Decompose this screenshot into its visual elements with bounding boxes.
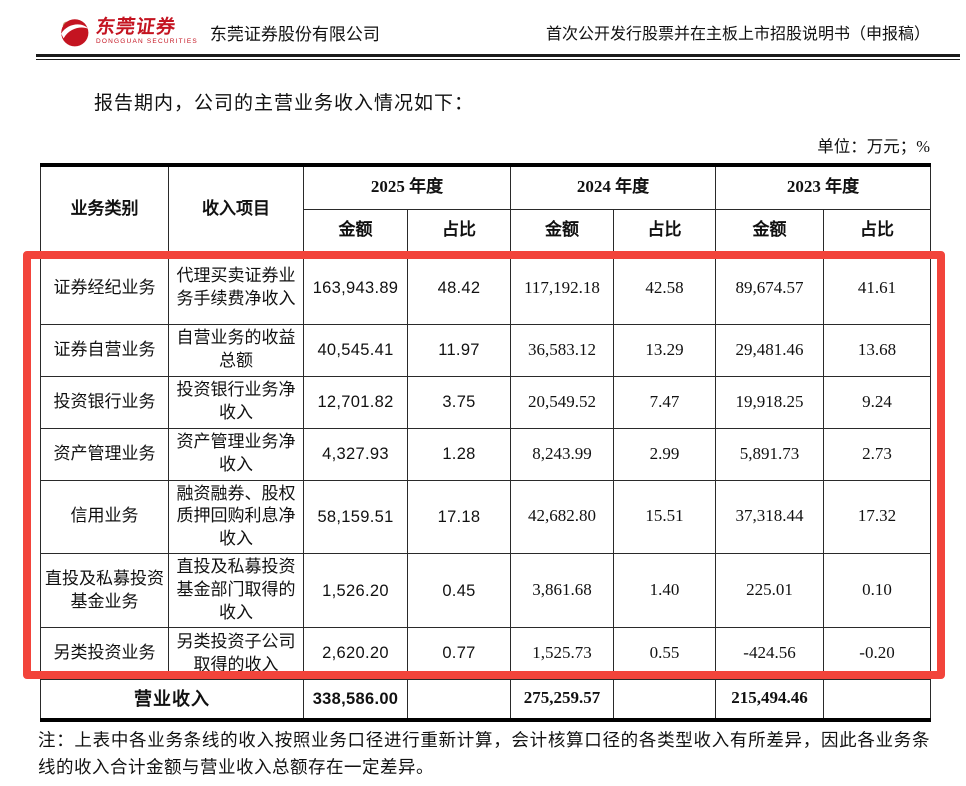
unit-note: 单位：万元；%	[817, 137, 930, 156]
cell-amount-2024: 117,192.18	[510, 251, 614, 325]
col-header-share-2025: 占比	[407, 208, 511, 253]
cell-share-2025: 11.97	[407, 323, 511, 377]
cell-amount-2025: 58,159.51	[303, 479, 408, 555]
company-name: 东莞证券股份有限公司	[209, 24, 380, 44]
total-label: 营业收入	[40, 679, 304, 721]
total-amount-2025: 338,586.00	[303, 679, 408, 721]
col-header-item: 收入项目	[168, 164, 304, 253]
cell-amount-2023: -424.56	[715, 627, 824, 681]
col-header-share-2024: 占比	[613, 208, 716, 253]
cell-amount-2025: 2,620.20	[303, 627, 408, 681]
cell-share-2025: 1.28	[407, 427, 511, 481]
table-row-investment-banking: 投资银行业务 投资银行业务净收入 12,701.82 3.75 20,549.5…	[40, 375, 931, 429]
cell-item: 自营业务的收益总额	[168, 323, 304, 377]
cell-share-2023: 13.68	[823, 323, 931, 377]
table-row-alternative-investment: 另类投资业务 另类投资子公司取得的收入 2,620.20 0.77 1,525.…	[40, 627, 931, 681]
cell-share-2025: 0.77	[407, 627, 511, 681]
company-logo: 东莞证券 DONGGUAN SECURITIES	[58, 16, 198, 48]
cell-share-2025: 17.18	[407, 479, 511, 555]
total-share-2023-empty	[823, 679, 931, 721]
cell-share-2024: 15.51	[613, 479, 716, 555]
cell-amount-2023: 37,318.44	[715, 479, 824, 555]
cell-category: 资产管理业务	[40, 427, 169, 481]
cell-amount-2024: 20,549.52	[510, 375, 614, 429]
cell-share-2023: 0.10	[823, 553, 931, 629]
cell-amount-2023: 225.01	[715, 553, 824, 629]
cell-item: 融资融券、股权质押回购利息净收入	[168, 479, 304, 555]
year-header-2023: 2023 年度	[715, 164, 931, 210]
total-share-2025-empty	[407, 679, 511, 721]
table-row-asset-management: 资产管理业务 资产管理业务净收入 4,327.93 1.28 8,243.99 …	[40, 427, 931, 481]
logo-icon	[61, 19, 89, 47]
cell-share-2024: 42.58	[613, 251, 716, 325]
table-row-proprietary: 证券自营业务 自营业务的收益总额 40,545.41 11.97 36,583.…	[40, 323, 931, 377]
cell-share-2023: 9.24	[823, 375, 931, 429]
cell-category: 信用业务	[40, 479, 169, 555]
total-amount-2024: 275,259.57	[510, 679, 614, 721]
document-title: 首次公开发行股票并在主板上市招股说明书（申报稿）	[545, 26, 930, 43]
table-row-total-revenue: 营业收入 338,586.00 275,259.57 215,494.46	[40, 679, 931, 721]
cell-amount-2023: 19,918.25	[715, 375, 824, 429]
cell-item: 代理买卖证券业务手续费净收入	[168, 251, 304, 325]
cell-item: 直投及私募投资基金部门取得的收入	[168, 553, 304, 629]
table-row-credit: 信用业务 融资融券、股权质押回购利息净收入 58,159.51 17.18 42…	[40, 479, 931, 555]
total-share-2024-empty	[613, 679, 716, 721]
intro-text: 报告期内，公司的主营业务收入情况如下：	[94, 93, 475, 114]
cell-share-2024: 2.99	[613, 427, 716, 481]
cell-share-2023: 17.32	[823, 479, 931, 555]
col-header-amount-2023: 金额	[715, 208, 824, 253]
cell-amount-2025: 163,943.89	[303, 251, 408, 325]
table-row-private-equity: 直投及私募投资基金业务 直投及私募投资基金部门取得的收入 1,526.20 0.…	[40, 553, 931, 629]
cell-category: 另类投资业务	[40, 627, 169, 681]
cell-amount-2023: 29,481.46	[715, 323, 824, 377]
cell-share-2025: 0.45	[407, 553, 511, 629]
cell-category: 证券经纪业务	[40, 251, 169, 325]
cell-amount-2025: 40,545.41	[303, 323, 408, 377]
table-footnote: 注：上表中各业务条线的收入按照业务口径进行重新计算，会计核算口径的各类型收入有所…	[38, 730, 930, 777]
cell-item: 资产管理业务净收入	[168, 427, 304, 481]
cell-amount-2025: 12,701.82	[303, 375, 408, 429]
cell-share-2023: 41.61	[823, 251, 931, 325]
col-header-share-2023: 占比	[823, 208, 931, 253]
revenue-table: 业务类别 收入项目 2025 年度 2024 年度 2023 年度 金额 占比 …	[40, 163, 931, 722]
cell-share-2024: 0.55	[613, 627, 716, 681]
col-header-amount-2025: 金额	[303, 208, 408, 253]
cell-amount-2024: 8,243.99	[510, 427, 614, 481]
cell-share-2023: 2.73	[823, 427, 931, 481]
brand-name-cn: 东莞证券	[94, 17, 178, 39]
cell-share-2025: 48.42	[407, 251, 511, 325]
cell-amount-2024: 1,525.73	[510, 627, 614, 681]
page-header: 东莞证券 DONGGUAN SECURITIES 东莞证券股份有限公司 首次公开…	[36, 14, 930, 50]
cell-item: 投资银行业务净收入	[168, 375, 304, 429]
cell-amount-2024: 36,583.12	[510, 323, 614, 377]
cell-amount-2025: 1,526.20	[303, 553, 408, 629]
cell-category: 投资银行业务	[40, 375, 169, 429]
total-amount-2023: 215,494.46	[715, 679, 824, 721]
year-header-2025: 2025 年度	[303, 164, 511, 210]
brand-name-en: DONGGUAN SECURITIES	[96, 38, 198, 46]
cell-category: 直投及私募投资基金业务	[40, 553, 169, 629]
header-divider	[36, 54, 960, 60]
cell-amount-2023: 89,674.57	[715, 251, 824, 325]
cell-amount-2024: 3,861.68	[510, 553, 614, 629]
col-header-category: 业务类别	[40, 164, 169, 253]
cell-category: 证券自营业务	[40, 323, 169, 377]
cell-share-2025: 3.75	[407, 375, 511, 429]
cell-amount-2024: 42,682.80	[510, 479, 614, 555]
table-header-years: 业务类别 收入项目 2025 年度 2024 年度 2023 年度	[40, 164, 931, 253]
cell-amount-2023: 5,891.73	[715, 427, 824, 481]
cell-amount-2025: 4,327.93	[303, 427, 408, 481]
cell-share-2023: -0.20	[823, 627, 931, 681]
cell-share-2024: 7.47	[613, 375, 716, 429]
col-header-amount-2024: 金额	[510, 208, 614, 253]
cell-item: 另类投资子公司取得的收入	[168, 627, 304, 681]
table-header-measures: 金额 占比 金额 占比 金额 占比	[41, 208, 931, 253]
year-header-2024: 2024 年度	[510, 164, 716, 210]
cell-share-2024: 1.40	[613, 553, 716, 629]
table-row-brokerage: 证券经纪业务 代理买卖证券业务手续费净收入 163,943.89 48.42 1…	[40, 251, 931, 325]
cell-share-2024: 13.29	[613, 323, 716, 377]
